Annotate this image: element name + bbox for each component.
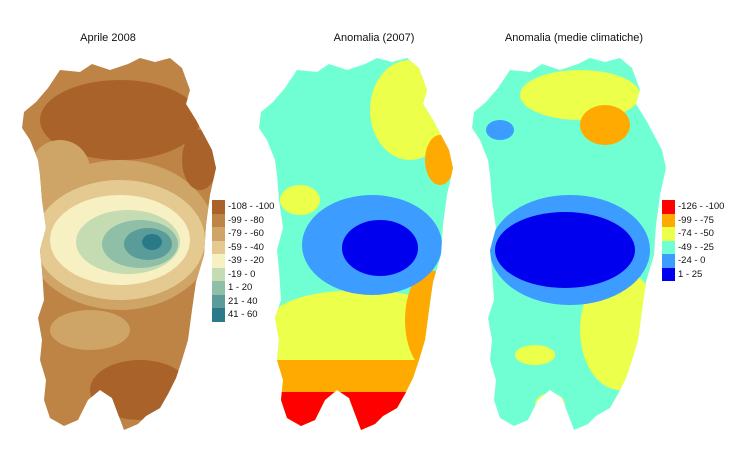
legend-item: 1 - 20 xyxy=(212,281,274,295)
legend-label: 1 - 20 xyxy=(228,282,253,294)
map-title-anomaly-2007: Anomalia (2007) xyxy=(333,32,415,44)
legend-item: -79 - -60 xyxy=(212,227,274,241)
legend-item: -99 - -80 xyxy=(212,213,274,227)
legend-label: -108 - -100 xyxy=(228,201,275,213)
legend-label: -19 - 0 xyxy=(228,268,256,280)
legend-april-2008: -108 - -100 -99 - -80 -79 - -60 -59 - -40 -3… xyxy=(212,200,274,322)
map-anomaly-2007 xyxy=(259,58,453,430)
legend-label: -79 - -60 xyxy=(228,228,264,240)
legend-label: -24 - 0 xyxy=(678,255,706,267)
legend-label: -49 - -25 xyxy=(678,241,714,253)
legend-swatch xyxy=(662,227,675,241)
legend-anomaly: -126 - -100 -99 - -75 -74 - -50 -49 - -25 -2… xyxy=(662,200,724,281)
legend-swatch xyxy=(662,240,675,254)
legend-item: -74 - -50 xyxy=(662,227,724,241)
legend-swatch xyxy=(212,267,225,281)
legend-item: -126 - -100 xyxy=(662,200,724,214)
legend-swatch xyxy=(212,254,225,268)
map-title-april-2008: Aprile 2008 xyxy=(80,32,136,44)
legend-item: -99 - -75 xyxy=(662,213,724,227)
legend-swatch xyxy=(212,240,225,254)
legend-item: -24 - 0 xyxy=(662,254,724,268)
legend-label: 1 - 25 xyxy=(678,268,703,280)
legend-label: 21 - 40 xyxy=(228,295,258,307)
legend-label: 41 - 60 xyxy=(228,309,258,321)
legend-swatch xyxy=(662,213,675,227)
legend-swatch xyxy=(662,254,675,268)
legend-item: 1 - 25 xyxy=(662,267,724,281)
map-title-anomaly-climate: Anomalia (medie climatiche) xyxy=(504,32,644,44)
legend-swatch xyxy=(212,308,225,322)
legend-label: -99 - -80 xyxy=(228,214,264,226)
legend-swatch xyxy=(212,200,225,214)
legend-swatch xyxy=(212,213,225,227)
legend-label: -59 - -40 xyxy=(228,241,264,253)
legend-swatch xyxy=(212,281,225,295)
legend-label: -74 - -50 xyxy=(678,228,714,240)
legend-label: -126 - -100 xyxy=(678,201,725,213)
map-anomaly-climate xyxy=(472,58,666,430)
legend-item: 41 - 60 xyxy=(212,308,274,322)
legend-item: -59 - -40 xyxy=(212,240,274,254)
legend-item: 21 - 40 xyxy=(212,294,274,308)
legend-swatch xyxy=(662,267,675,281)
map-april-2008 xyxy=(22,58,216,430)
legend-label: -39 - -20 xyxy=(228,255,264,267)
legend-label: -99 - -75 xyxy=(678,214,714,226)
legend-item: -39 - -20 xyxy=(212,254,274,268)
legend-swatch xyxy=(212,294,225,308)
legend-swatch xyxy=(662,200,675,214)
legend-swatch xyxy=(212,227,225,241)
legend-item: -108 - -100 xyxy=(212,200,274,214)
legend-item: -19 - 0 xyxy=(212,267,274,281)
legend-item: -49 - -25 xyxy=(662,240,724,254)
